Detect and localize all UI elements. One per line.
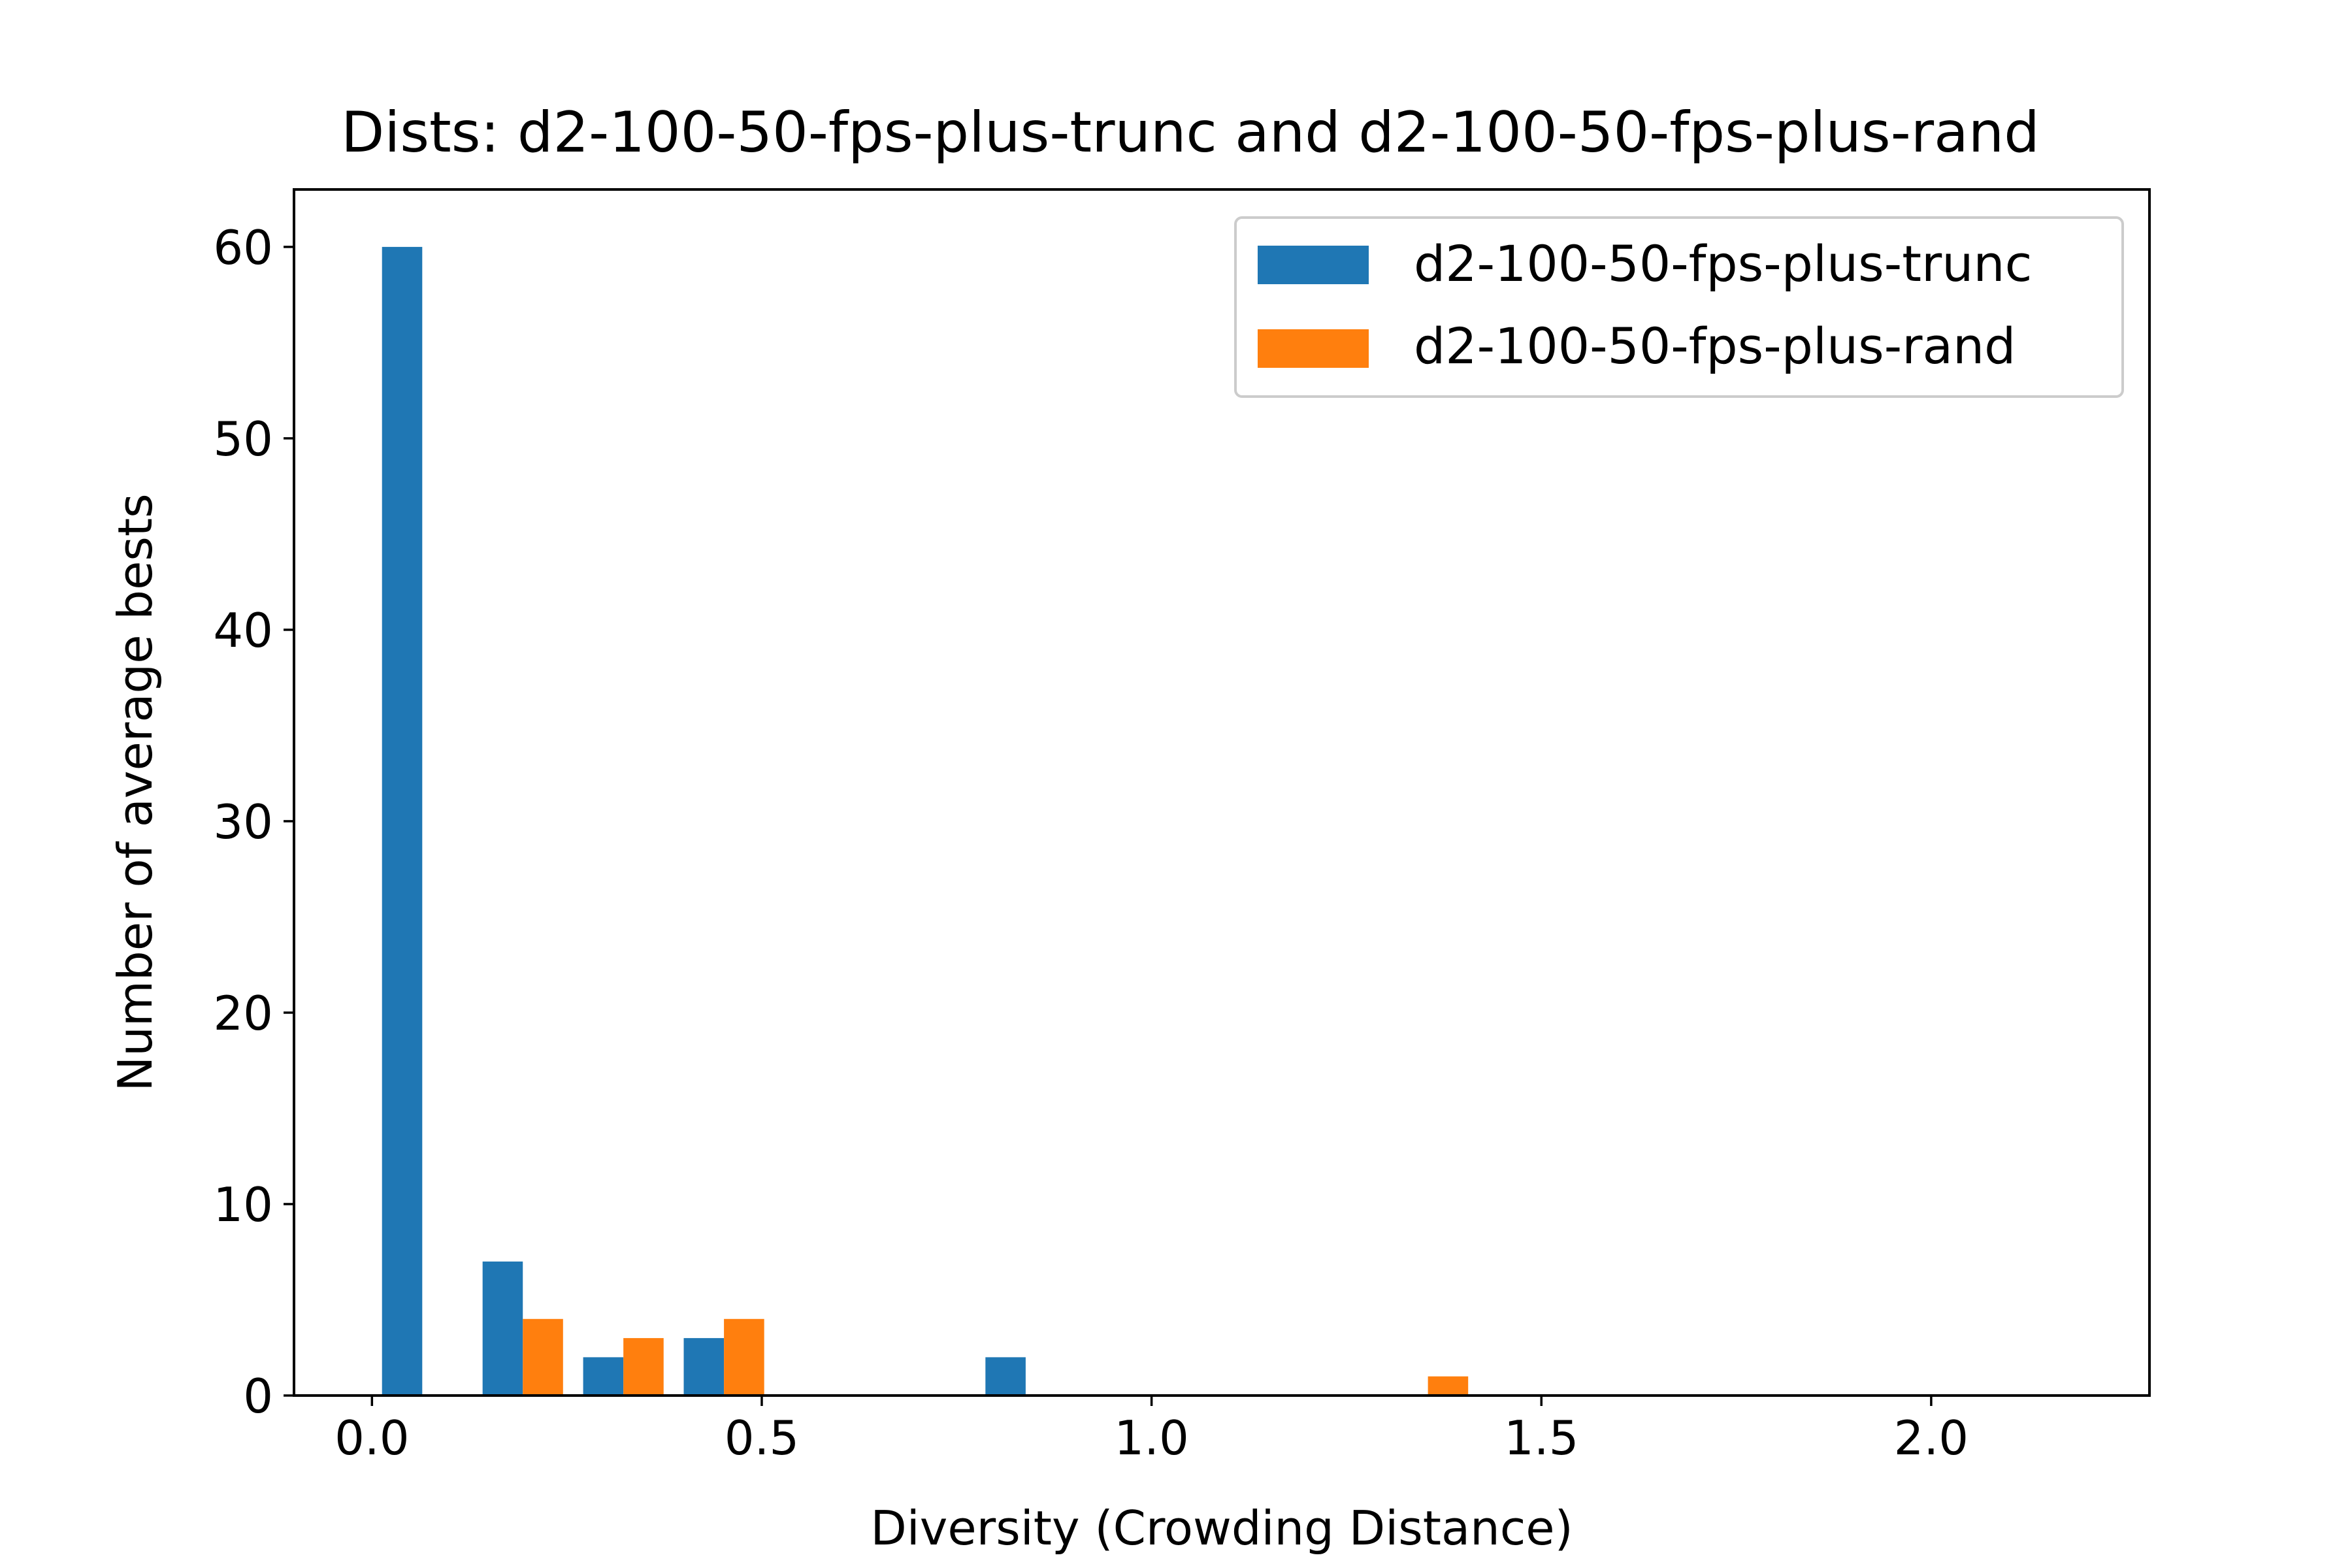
bar-rand-bin-10 (1428, 1376, 1469, 1396)
legend-frame (1234, 216, 2124, 398)
legend-label-trunc: d2-100-50-fps-plus-trunc (1414, 235, 2032, 293)
y-tick-label: 60 (213, 220, 273, 275)
legend-swatch-trunc (1258, 246, 1369, 284)
bar-trunc-bin-0 (382, 246, 423, 1396)
bars-group (382, 246, 1469, 1396)
y-tick-label: 40 (213, 603, 273, 658)
plot-frame (293, 188, 2151, 1397)
bar-trunc-bin-1 (482, 1261, 523, 1396)
x-axis: 0.0 0.5 1.0 1.5 2.0 (335, 1396, 1968, 1465)
legend-label-rand: d2-100-50-fps-plus-rand (1414, 317, 2016, 375)
bar-trunc-bin-3 (683, 1338, 725, 1396)
y-tick-label: 30 (213, 794, 273, 849)
bar-rand-bin-1 (523, 1318, 563, 1396)
y-tick-label: 50 (213, 412, 273, 466)
x-tick-label: 0.0 (335, 1411, 410, 1465)
y-axis-label: Number of average bests (108, 493, 163, 1091)
y-axis: 0 10 20 30 40 50 60 (213, 220, 294, 1424)
legend: d2-100-50-fps-plus-trunc d2-100-50-fps-p… (1234, 216, 2124, 398)
x-tick-label: 1.5 (1504, 1411, 1579, 1465)
x-tick-label: 0.5 (725, 1411, 800, 1465)
bar-rand-bin-2 (623, 1338, 664, 1396)
bar-rand-bin-3 (724, 1318, 764, 1396)
bar-trunc-bin-6 (985, 1357, 1026, 1396)
y-tick-label: 0 (243, 1369, 273, 1424)
x-tick-label: 1.0 (1114, 1411, 1189, 1465)
y-tick-label: 10 (213, 1177, 273, 1232)
legend-swatch-rand (1258, 329, 1369, 368)
chart-title: Dists: d2-100-50-fps-plus-trunc and d2-1… (341, 100, 2040, 165)
x-tick-label: 2.0 (1894, 1411, 1969, 1465)
y-tick-label: 20 (213, 986, 273, 1041)
x-axis-label: Diversity (Crowding Distance) (870, 1501, 1573, 1556)
bar-trunc-bin-2 (583, 1357, 624, 1396)
